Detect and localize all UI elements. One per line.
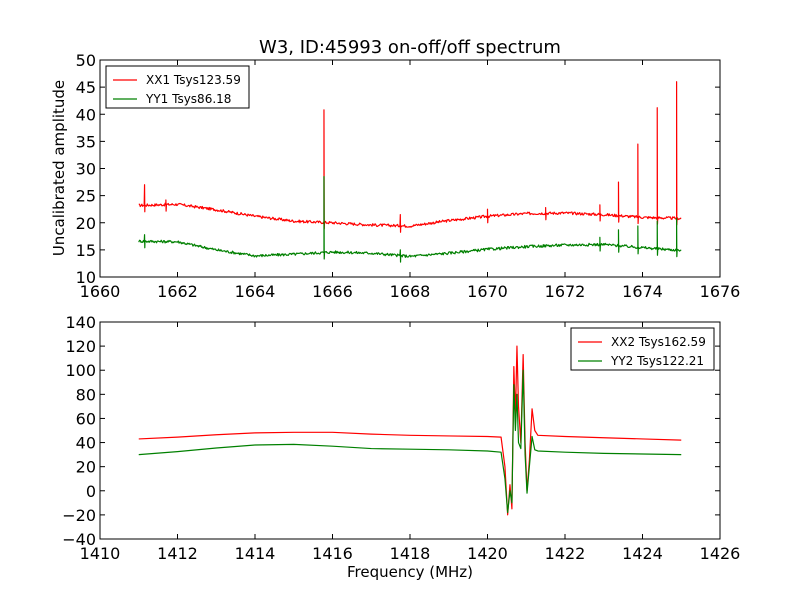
x-tick-label: 1426 bbox=[700, 544, 741, 563]
top-axes: 1660 1662 1664 1666 1668 1670 1672 1674 1676 10 15… bbox=[50, 51, 740, 301]
y-tick-label: 80 bbox=[76, 385, 96, 404]
y-tick-label: −40 bbox=[62, 530, 96, 549]
top-ticks: 1660 1662 1664 1666 1668 1670 1672 1674 1676 10 15… bbox=[76, 51, 741, 301]
y-tick-label: 40 bbox=[76, 434, 96, 453]
x-tick-label: 1422 bbox=[545, 544, 586, 563]
series-line-0-0 bbox=[138, 81, 682, 233]
series-line-0-1 bbox=[138, 176, 682, 263]
y-tick-label: 20 bbox=[76, 214, 96, 233]
y-tick-label: −20 bbox=[62, 506, 96, 525]
x-tick-label: 1416 bbox=[312, 544, 353, 563]
y-tick-label: 50 bbox=[76, 51, 96, 70]
x-tick-label: 1672 bbox=[545, 282, 586, 301]
y-tick-label: 10 bbox=[76, 268, 96, 287]
y-tick-label: 20 bbox=[76, 458, 96, 477]
x-tick-label: 1674 bbox=[622, 282, 663, 301]
x-tick-label: 1424 bbox=[622, 544, 663, 563]
top-series-group bbox=[138, 81, 682, 263]
bottom-x-axis-label: Frequency (MHz) bbox=[347, 563, 473, 581]
x-tick-label: 1666 bbox=[312, 282, 353, 301]
x-tick-label: 1668 bbox=[390, 282, 431, 301]
y-tick-label: 60 bbox=[76, 409, 96, 428]
bottom-series-group bbox=[138, 345, 682, 516]
legend-frame bbox=[570, 327, 715, 371]
legend-frame bbox=[105, 65, 250, 109]
y-tick-label: 25 bbox=[76, 187, 96, 206]
x-tick-label: 1410 bbox=[80, 544, 121, 563]
legend-label: YY1 Tsys86.18 bbox=[145, 92, 231, 106]
top-legend: XX1 Tsys123.59 YY1 Tsys86.18 bbox=[105, 65, 250, 109]
x-tick-label: 1418 bbox=[390, 544, 431, 563]
y-tick-label: 45 bbox=[76, 78, 96, 97]
legend-label: XX1 Tsys123.59 bbox=[146, 73, 241, 87]
chart-title: W3, ID:45993 on-off/off spectrum bbox=[259, 37, 561, 58]
y-tick-label: 35 bbox=[76, 132, 96, 151]
bottom-legend: XX2 Tsys162.59 YY2 Tsys122.21 bbox=[570, 327, 715, 371]
x-tick-label: 1660 bbox=[80, 282, 121, 301]
y-tick-label: 100 bbox=[65, 361, 96, 380]
x-tick-label: 1662 bbox=[157, 282, 198, 301]
x-tick-label: 1676 bbox=[700, 282, 741, 301]
top-y-axis-label: Uncalibrated amplitude bbox=[50, 80, 68, 256]
x-tick-label: 1664 bbox=[235, 282, 276, 301]
x-tick-label: 1670 bbox=[467, 282, 508, 301]
series-line-1-1 bbox=[138, 369, 682, 514]
x-tick-label: 1412 bbox=[157, 544, 198, 563]
legend-label: XX2 Tsys162.59 bbox=[611, 335, 706, 349]
x-tick-label: 1420 bbox=[467, 544, 508, 563]
y-tick-label: 15 bbox=[76, 241, 96, 260]
y-tick-label: 30 bbox=[76, 160, 96, 179]
y-tick-label: 0 bbox=[86, 482, 96, 501]
series-line-1-0 bbox=[138, 345, 682, 516]
y-tick-label: 120 bbox=[65, 337, 96, 356]
x-tick-label: 1414 bbox=[235, 544, 276, 563]
y-tick-label: 40 bbox=[76, 105, 96, 124]
bottom-ticks: 1410 1412 1414 1416 1418 1420 1422 1424 1426 −40 −… bbox=[62, 313, 740, 563]
legend-label: YY2 Tsys122.21 bbox=[610, 354, 704, 368]
bottom-axes: 1410 1412 1414 1416 1418 1420 1422 1424 1426 −40 −… bbox=[62, 313, 740, 581]
y-tick-label: 140 bbox=[65, 313, 96, 332]
